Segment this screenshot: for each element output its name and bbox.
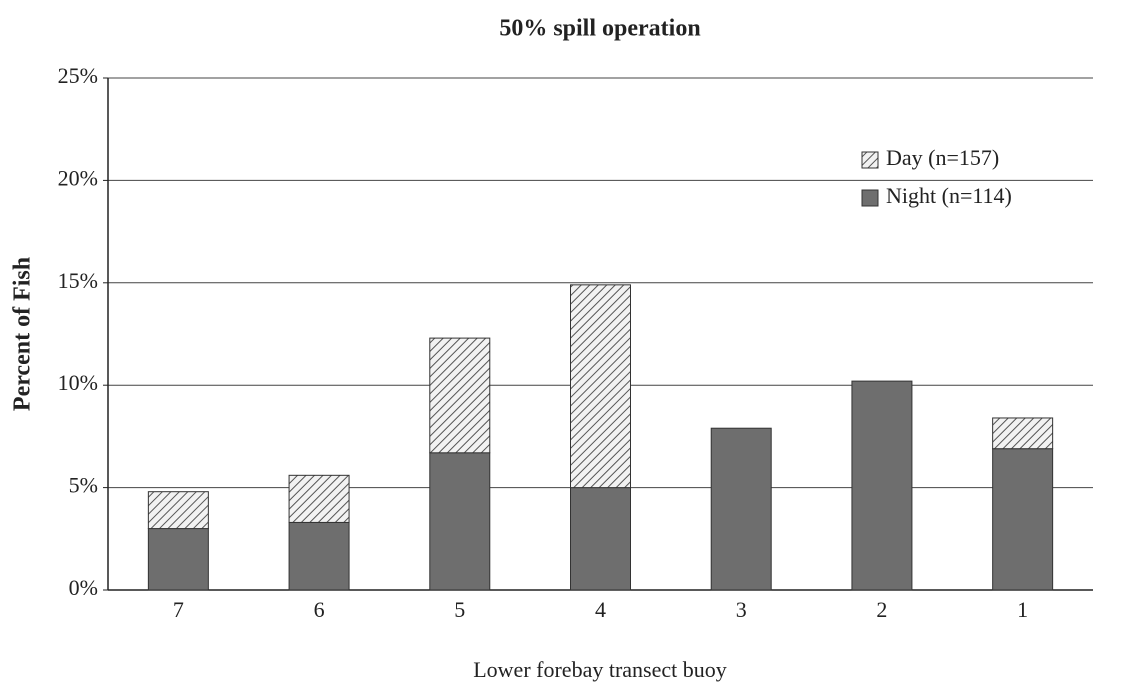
legend-swatch <box>861 151 879 169</box>
bar-segment <box>147 491 209 530</box>
bar-segment <box>992 448 1054 591</box>
chart-title: 50% spill operation <box>499 16 700 42</box>
x-tick-label: 2 <box>876 597 887 622</box>
bar-segment <box>147 528 209 591</box>
bar-segment <box>429 452 491 591</box>
x-tick-label: 1 <box>1017 597 1028 622</box>
y-tick-label: 15% <box>58 268 98 293</box>
bar-segment <box>851 380 913 591</box>
bar-segment <box>429 337 491 454</box>
x-tick-label: 5 <box>454 597 465 622</box>
x-axis-label: Lower forebay transect buoy <box>473 657 727 682</box>
bar-segment <box>710 427 772 591</box>
y-axis-label: Percent of Fish <box>10 257 36 411</box>
x-tick-label: 7 <box>173 597 184 622</box>
bar-segment <box>570 284 631 489</box>
bar-segment <box>992 417 1054 450</box>
y-tick-label: 10% <box>58 370 98 395</box>
y-tick-label: 25% <box>58 63 98 88</box>
legend-swatch <box>861 189 879 207</box>
bar-segment <box>288 521 350 591</box>
x-tick-label: 6 <box>314 597 325 622</box>
bar-segment <box>570 487 631 591</box>
bar-segment <box>288 474 350 523</box>
y-tick-label: 0% <box>69 575 98 600</box>
x-tick-label: 3 <box>736 597 747 622</box>
legend-label: Night (n=114) <box>886 183 1012 208</box>
y-tick-label: 20% <box>58 165 98 190</box>
x-tick-label: 4 <box>595 597 606 622</box>
legend-label: Day (n=157) <box>886 145 999 170</box>
y-tick-label: 5% <box>69 473 98 498</box>
